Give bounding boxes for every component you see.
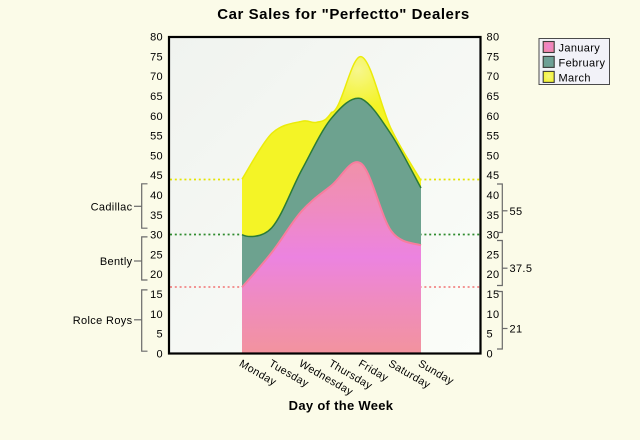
svg-text:Car Sales for "Perfectto" Deal: Car Sales for "Perfectto" Dealers [217, 6, 469, 23]
svg-text:75: 75 [150, 51, 163, 63]
svg-text:40: 40 [150, 190, 163, 202]
svg-text:55: 55 [487, 131, 500, 143]
svg-text:37.5: 37.5 [510, 263, 533, 275]
svg-text:5: 5 [487, 329, 493, 341]
svg-text:Rolce Roys: Rolce Roys [73, 315, 133, 327]
svg-text:21: 21 [510, 324, 523, 336]
svg-text:80: 80 [150, 32, 163, 44]
svg-text:10: 10 [150, 309, 163, 321]
svg-text:45: 45 [150, 170, 163, 182]
svg-text:35: 35 [487, 210, 500, 222]
svg-text:65: 65 [487, 91, 500, 103]
svg-text:March: March [559, 72, 591, 84]
svg-text:75: 75 [487, 51, 500, 63]
svg-text:30: 30 [150, 230, 163, 242]
svg-text:55: 55 [510, 206, 523, 218]
svg-text:55: 55 [150, 131, 163, 143]
svg-text:0: 0 [157, 349, 163, 361]
svg-text:10: 10 [487, 309, 500, 321]
svg-text:30: 30 [487, 230, 500, 242]
svg-text:50: 50 [150, 150, 163, 162]
svg-text:15: 15 [487, 289, 500, 301]
svg-text:January: January [559, 42, 601, 54]
svg-text:50: 50 [487, 150, 500, 162]
svg-text:February: February [559, 57, 606, 69]
svg-text:5: 5 [157, 329, 163, 341]
svg-text:25: 25 [487, 249, 500, 261]
svg-text:20: 20 [487, 269, 500, 281]
svg-text:80: 80 [487, 32, 500, 44]
svg-text:Day of the Week: Day of the Week [289, 398, 394, 413]
svg-text:70: 70 [487, 71, 500, 83]
svg-text:15: 15 [150, 289, 163, 301]
svg-text:25: 25 [150, 249, 163, 261]
svg-text:45: 45 [487, 170, 500, 182]
svg-text:Cadillac: Cadillac [91, 201, 133, 213]
svg-text:0: 0 [487, 349, 493, 361]
svg-text:60: 60 [487, 111, 500, 123]
svg-text:20: 20 [150, 269, 163, 281]
svg-text:70: 70 [150, 71, 163, 83]
svg-text:40: 40 [487, 190, 500, 202]
svg-text:35: 35 [150, 210, 163, 222]
svg-text:Bently: Bently [100, 256, 133, 268]
svg-text:65: 65 [150, 91, 163, 103]
svg-text:60: 60 [150, 111, 163, 123]
